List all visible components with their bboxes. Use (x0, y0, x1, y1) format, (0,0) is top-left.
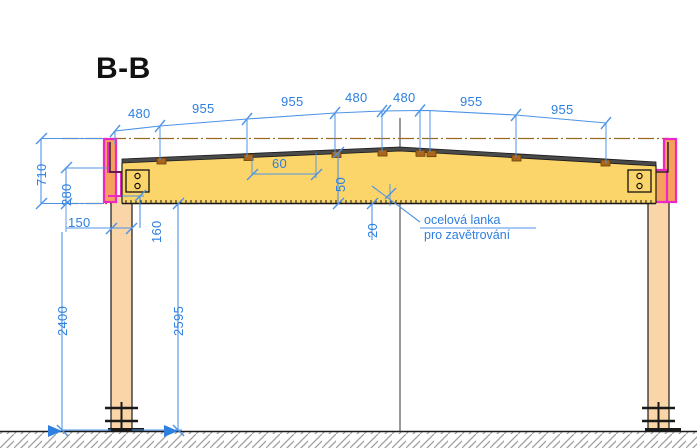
annotation-line-1: ocelová lanka (424, 213, 501, 227)
dim-tick (241, 112, 253, 126)
dim-label-150: 150 (68, 215, 91, 230)
timber-posts (110, 195, 670, 431)
dim-label-20: 20 (365, 222, 380, 238)
top-chord-connector-nodes (156, 149, 611, 167)
beam-fill (122, 150, 656, 204)
dim-label-top-3: 955 (281, 94, 304, 109)
dim-label-top-2: 955 (192, 101, 215, 116)
dim-label-top-6: 955 (460, 94, 483, 109)
dim-tick (56, 424, 69, 437)
dim-tick (510, 108, 522, 122)
base-plate-right (645, 428, 681, 432)
ground-hatch (0, 432, 697, 448)
level-marker-right (164, 425, 178, 437)
dim-label-2595: 2595 (171, 305, 186, 336)
dim-label-2400: 2400 (55, 305, 70, 336)
dim-tick (60, 161, 73, 174)
base-plate-left (108, 428, 144, 432)
dim-label-top-4: 480 (345, 90, 368, 105)
glulam-beam (121, 146, 657, 205)
dim-line-top (114, 109, 607, 132)
dim-tick (172, 424, 185, 437)
post-right (647, 195, 670, 431)
bolt-hole (134, 172, 141, 180)
dim-tick (172, 197, 185, 210)
dim-tick (60, 197, 73, 210)
leader-line (371, 185, 421, 223)
steel-column-head-left (102, 137, 124, 204)
dim-tick (600, 116, 612, 130)
dim-tick (246, 168, 259, 181)
bolt-hole (636, 172, 643, 180)
bolt-hole (134, 182, 141, 190)
page-title: B-B (96, 52, 151, 85)
dim-tick (376, 104, 388, 118)
top-dimension-chain (109, 104, 612, 163)
dim-label-710: 710 (34, 163, 49, 186)
dim-tick (366, 197, 379, 210)
bolt-plate-left (125, 169, 150, 193)
dim-label-160: 160 (149, 220, 164, 243)
left-dimension-group (35, 132, 185, 437)
bolt-plate-right (627, 169, 652, 193)
dim-tick (332, 146, 345, 159)
connector-node (156, 157, 167, 165)
beam-bottom-hatch (122, 200, 656, 204)
dim-label-280: 280 (59, 183, 74, 206)
post-base-left (105, 402, 144, 432)
connector-node (243, 154, 254, 161)
dim-label-60: 60 (272, 156, 288, 171)
dim-tick (310, 168, 323, 181)
dim-label-50: 50 (333, 176, 348, 192)
dim-label-top-5: 480 (393, 90, 416, 105)
dim-tick (105, 222, 118, 235)
annotation-line-2: pro zavětrování (424, 228, 511, 242)
post-base-right (642, 402, 681, 432)
level-marker-left (48, 425, 62, 437)
dim-tick (332, 197, 345, 210)
dim-tick (380, 104, 392, 118)
dim-label-top-1: 480 (128, 106, 151, 121)
beam-end-bolt-plates (125, 169, 652, 193)
dim-tick (154, 119, 166, 133)
dim-tick (125, 222, 138, 235)
annotation-leader (371, 185, 536, 229)
dim-tick (134, 189, 147, 202)
dim-tick (414, 104, 426, 117)
dim-label-top-7: 955 (551, 102, 574, 117)
connector-node (426, 150, 437, 158)
bolt-hole (636, 182, 643, 190)
ground-layer (0, 430, 697, 448)
annotation-steel-cables: ocelová lanka pro zavětrování (424, 213, 510, 243)
dim-tick (329, 106, 341, 120)
dim-tick (109, 124, 121, 138)
